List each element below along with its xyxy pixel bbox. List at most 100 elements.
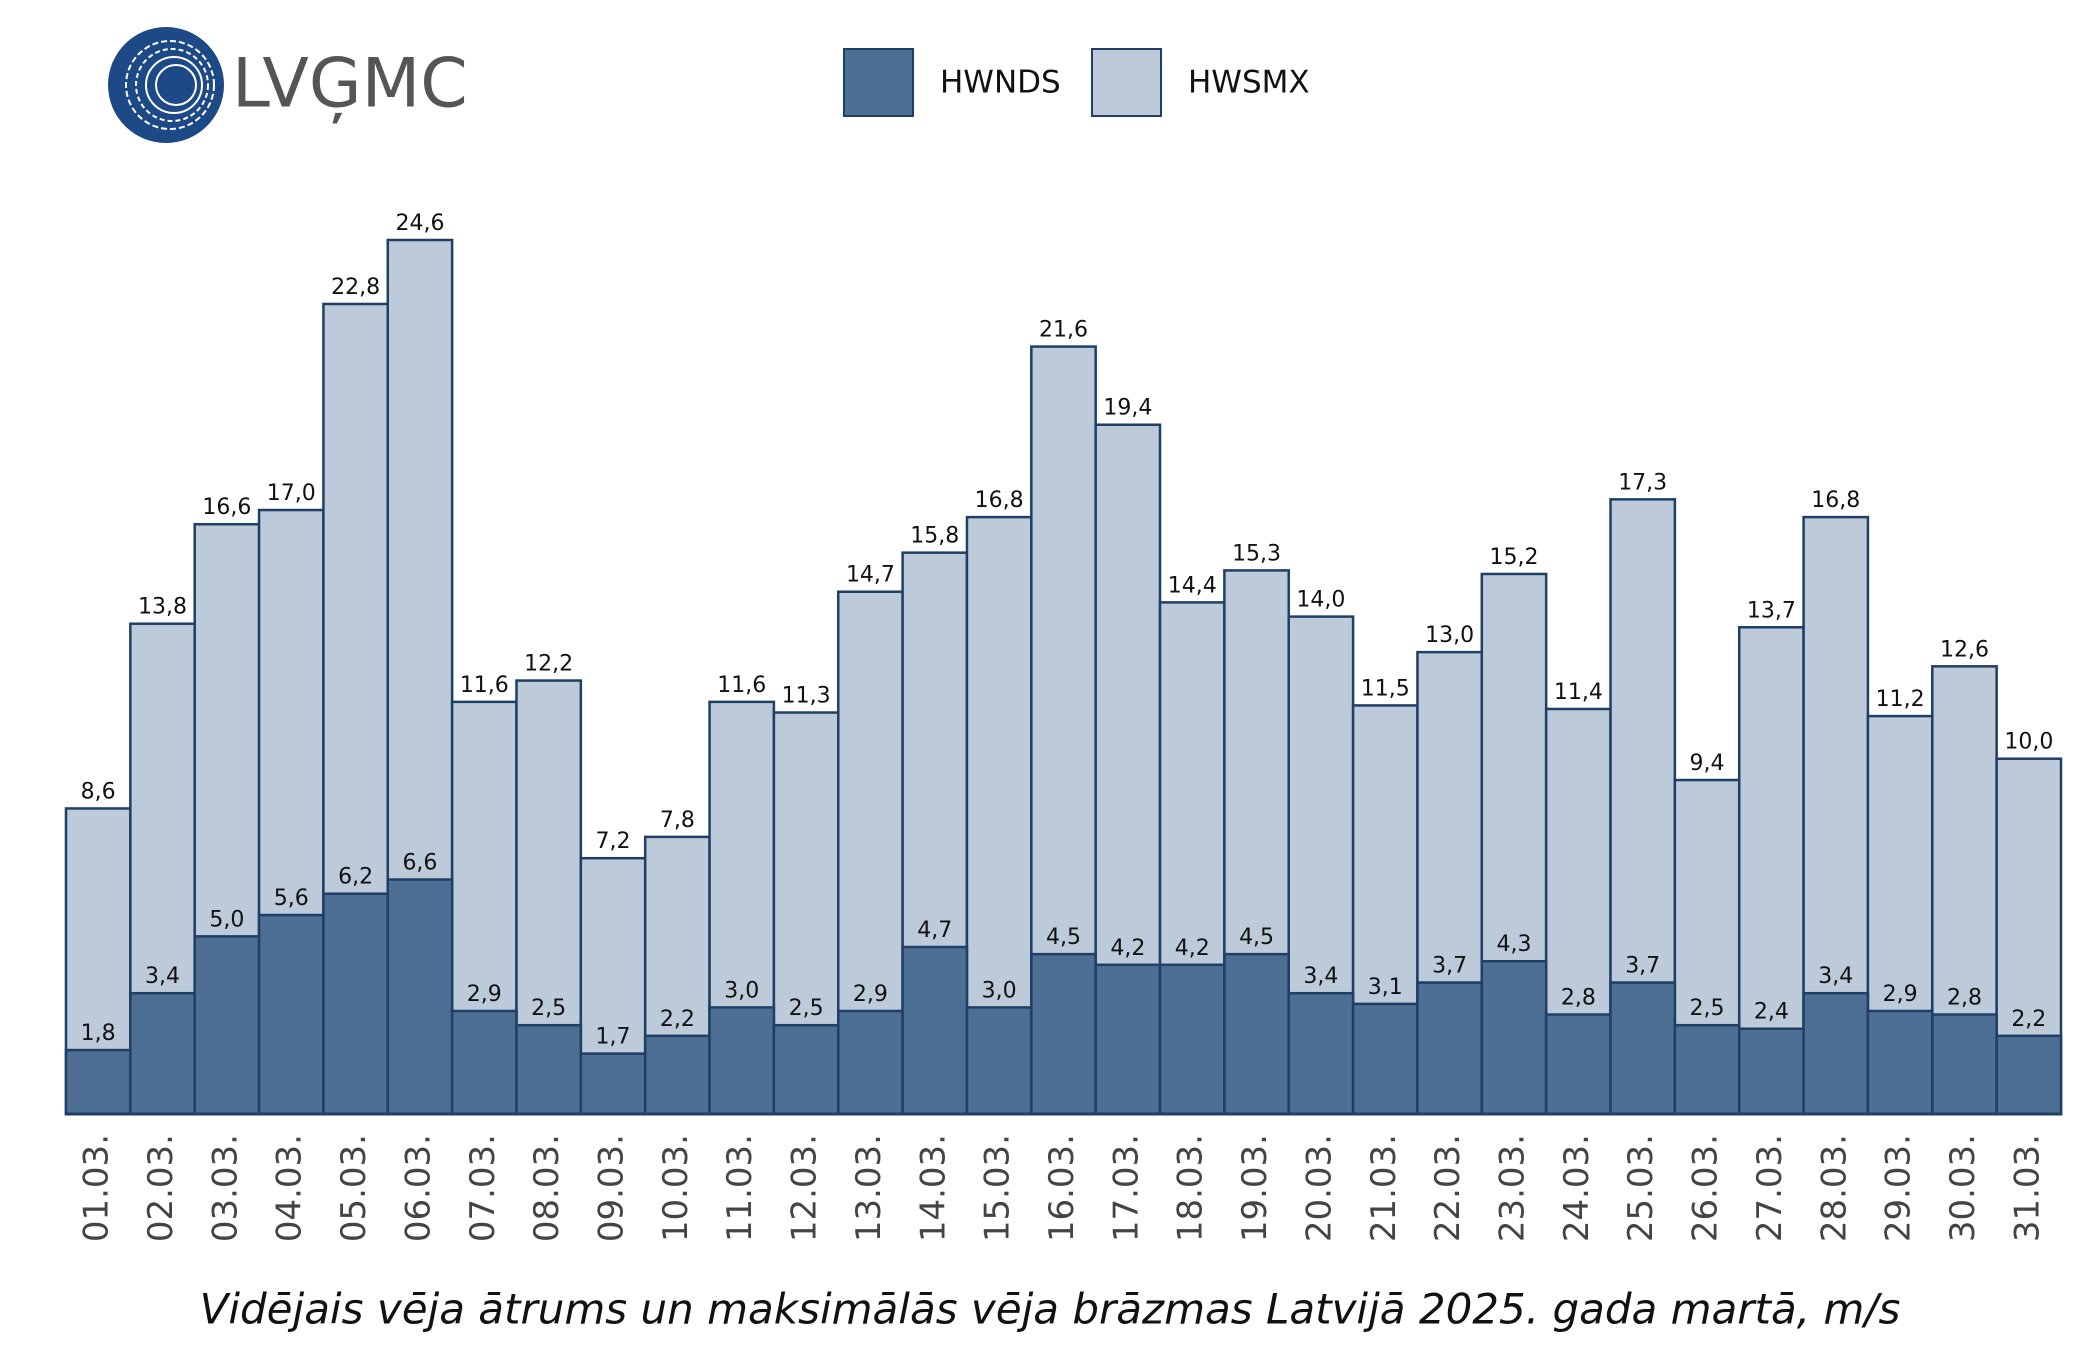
data-label: 2,9 [1883, 982, 1918, 1007]
x-tick-label: 20.03. [1299, 1134, 1339, 1242]
data-label: 16,8 [975, 488, 1024, 513]
data-label: 14,4 [1168, 573, 1217, 598]
bar [386, 878, 454, 1116]
data-label: 16,6 [202, 495, 251, 520]
logo-text: LVĢMC [232, 45, 468, 124]
data-label: 10,0 [2004, 730, 2053, 755]
data-label: 6,6 [402, 851, 437, 876]
x-tick-label: 11.03. [720, 1134, 760, 1242]
data-label: 2,5 [531, 996, 566, 1021]
bar [1223, 952, 1290, 1116]
x-tick-label: 16.03. [1042, 1134, 1082, 1242]
data-label: 2,8 [1947, 986, 1982, 1011]
bar [1287, 991, 1355, 1116]
data-label: 4,2 [1110, 936, 1145, 961]
bar [1030, 952, 1097, 1116]
chart-title: Vidējais vēja ātrums un maksimālās vēja … [200, 1285, 1901, 1334]
bar [643, 1034, 711, 1116]
bar [193, 935, 261, 1116]
data-label: 11,6 [460, 673, 509, 698]
data-label: 11,4 [1554, 680, 1603, 705]
data-label: 3,4 [1303, 964, 1338, 989]
x-tick-label: 02.03. [141, 1134, 181, 1242]
data-label: 2,8 [1561, 986, 1596, 1011]
bar [322, 892, 390, 1116]
data-label: 11,6 [717, 673, 766, 698]
x-tick-label: 28.03. [1814, 1134, 1854, 1242]
data-label: 2,2 [2011, 1007, 2046, 1032]
x-tick-label: 09.03. [592, 1134, 632, 1242]
x-tick-label: 01.03. [77, 1134, 117, 1242]
bar [1737, 1027, 1805, 1116]
x-tick-label: 23.03. [1492, 1134, 1532, 1242]
data-label: 11,2 [1876, 687, 1925, 712]
data-label: 3,0 [724, 978, 759, 1003]
data-label: 15,8 [910, 524, 959, 549]
bar [901, 945, 969, 1116]
x-tick-label: 19.03. [1235, 1134, 1275, 1242]
x-tick-label: 08.03. [527, 1134, 567, 1242]
bar [129, 991, 196, 1116]
data-label: 14,0 [1296, 588, 1345, 613]
bar [515, 1023, 583, 1116]
bar [1094, 963, 1162, 1116]
data-label: 17,3 [1618, 470, 1667, 495]
data-label: 15,2 [1489, 545, 1538, 570]
data-label: 4,5 [1046, 925, 1081, 950]
x-tick-label: 26.03. [1686, 1134, 1726, 1242]
data-label: 3,7 [1625, 954, 1660, 979]
data-label: 3,4 [145, 964, 180, 989]
data-label: 13,0 [1425, 623, 1474, 648]
bar [64, 1048, 132, 1116]
bar [1609, 981, 1677, 1116]
data-label: 3,0 [982, 978, 1017, 1003]
x-tick-label: 31.03. [2007, 1134, 2047, 1242]
data-label: 11,5 [1361, 676, 1410, 701]
x-tick-label: 10.03. [656, 1134, 696, 1242]
data-label: 11,3 [782, 684, 831, 709]
legend-swatch [843, 48, 914, 117]
data-label: 13,7 [1747, 598, 1796, 623]
data-label: 3,1 [1368, 975, 1403, 1000]
data-label: 12,2 [524, 652, 573, 677]
x-tick-label: 18.03. [1171, 1134, 1211, 1242]
bar [1995, 1034, 2063, 1116]
bar [1351, 1002, 1419, 1116]
data-label: 2,2 [660, 1007, 695, 1032]
x-tick-label: 05.03. [334, 1134, 374, 1242]
bar [965, 1006, 1033, 1116]
bar [772, 1023, 840, 1116]
x-tick-label: 06.03. [398, 1134, 438, 1242]
x-tick-label: 13.03. [849, 1134, 889, 1242]
data-label: 2,4 [1754, 1000, 1789, 1025]
bar [1866, 1009, 1934, 1116]
data-label: 2,9 [467, 982, 502, 1007]
data-label: 15,3 [1232, 541, 1281, 566]
x-tick-label: 04.03. [270, 1134, 310, 1242]
data-label: 5,0 [209, 907, 244, 932]
x-tick-label: 15.03. [978, 1134, 1018, 1242]
x-tick-label: 22.03. [1428, 1134, 1468, 1242]
x-tick-label: 21.03. [1364, 1134, 1404, 1242]
data-label: 16,8 [1811, 488, 1860, 513]
data-label: 12,6 [1940, 637, 1989, 662]
bar [1544, 1013, 1612, 1116]
x-tick-label: 03.03. [205, 1134, 245, 1242]
x-tick-label: 17.03. [1106, 1134, 1146, 1242]
data-label: 24,6 [395, 211, 444, 236]
data-label: 3,7 [1432, 954, 1467, 979]
data-label: 19,4 [1103, 396, 1152, 421]
x-tick-label: 29.03. [1879, 1134, 1919, 1242]
bar [1480, 959, 1548, 1116]
data-label: 9,4 [1690, 751, 1725, 776]
data-label: 5,6 [274, 886, 309, 911]
bar [579, 1052, 647, 1116]
data-label: 1,8 [81, 1021, 116, 1046]
bar [1931, 1013, 1998, 1116]
bar [1158, 963, 1226, 1116]
x-tick-label: 12.03. [785, 1134, 825, 1242]
data-label: 8,6 [81, 779, 116, 804]
data-label: 4,5 [1239, 925, 1274, 950]
data-label: 6,2 [338, 865, 373, 890]
